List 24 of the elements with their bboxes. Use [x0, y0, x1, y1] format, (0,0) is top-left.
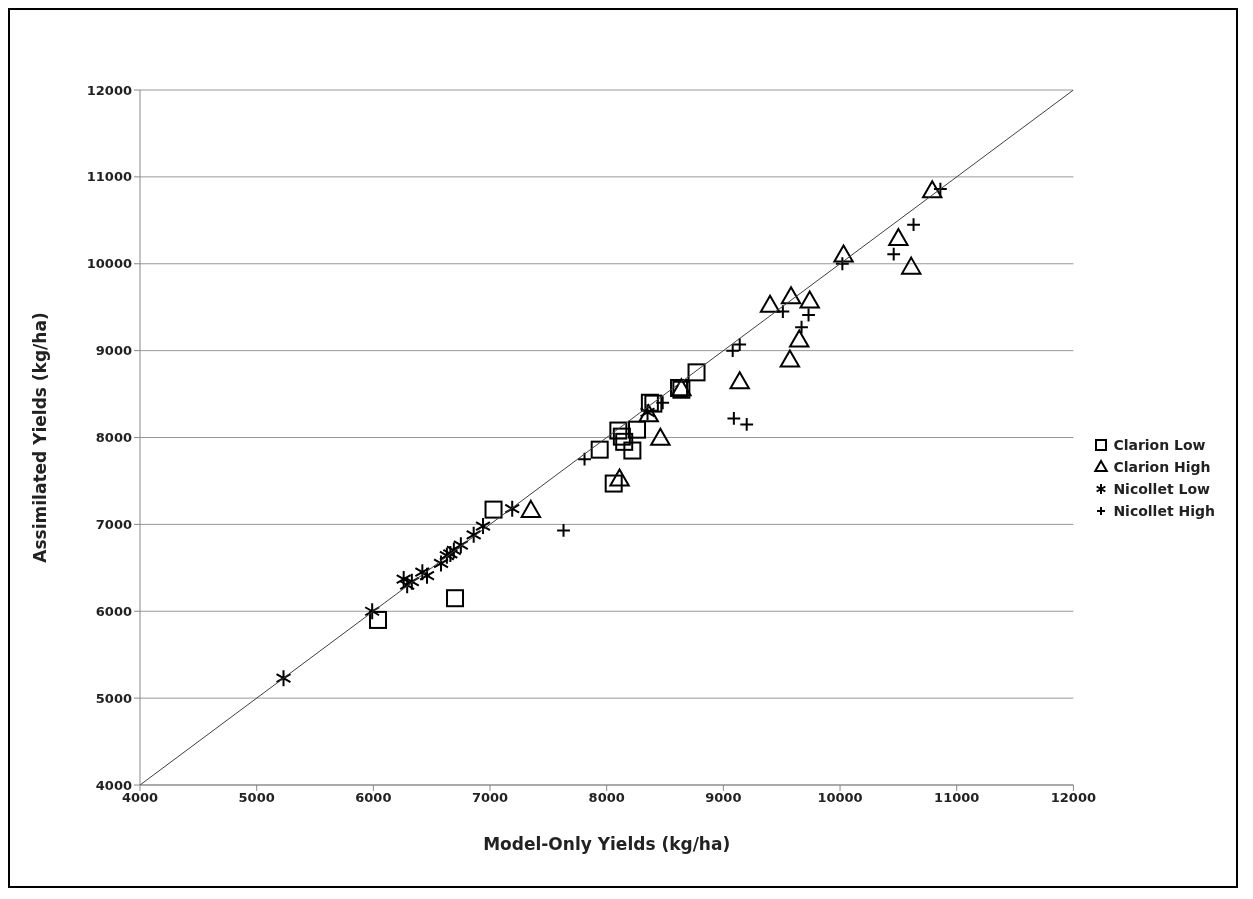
x-tick-label: 12000	[1050, 790, 1097, 806]
y-tick-label: 4000	[95, 777, 132, 793]
legend-label: Clarion High	[1113, 458, 1211, 475]
legend-label: Nicollet High	[1113, 502, 1215, 519]
legend-label: Clarion Low	[1113, 436, 1206, 453]
legend-label: Nicollet Low	[1113, 480, 1210, 497]
x-axis-title: Model-Only Yields (kg/ha)	[483, 834, 731, 854]
y-tick-label: 12000	[86, 82, 132, 98]
y-tick-label: 7000	[95, 516, 132, 532]
y-tick-label: 6000	[95, 603, 132, 619]
x-tick-label: 4000	[121, 790, 159, 806]
x-tick-label: 11000	[934, 790, 980, 806]
y-tick-label: 8000	[95, 430, 132, 446]
x-tick-label: 10000	[817, 790, 863, 806]
y-tick-label: 9000	[95, 343, 132, 359]
x-tick-label: 7000	[471, 790, 509, 806]
x-tick-label: 5000	[238, 790, 275, 806]
x-tick-label: 8000	[588, 790, 625, 806]
y-tick-label: 5000	[95, 690, 132, 706]
y-tick-label: 10000	[86, 256, 132, 272]
x-tick-label: 6000	[355, 790, 392, 806]
x-tick-label: 9000	[705, 790, 742, 806]
y-tick-label: 11000	[86, 169, 132, 185]
y-axis-title: Assimilated Yields (kg/ha)	[30, 312, 51, 563]
